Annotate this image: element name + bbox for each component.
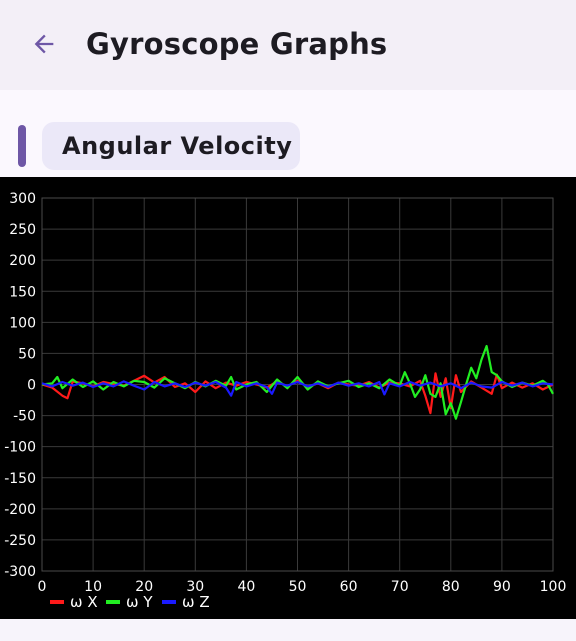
chart-ticks: 0 10 20 30 40 50 60 70 80 90 100 300 250 200 150 100 50 0… (4, 191, 566, 595)
legend-swatch (162, 600, 176, 604)
y-tick-label: 150 (9, 284, 36, 300)
y-tick-label: 200 (9, 253, 36, 269)
x-tick-label: 60 (340, 579, 358, 595)
back-button[interactable] (22, 24, 66, 64)
legend-swatch (106, 600, 120, 604)
y-tick-label: -250 (4, 533, 36, 549)
x-tick-label: 70 (391, 579, 409, 595)
x-tick-label: 50 (289, 579, 307, 595)
y-tick-label: 300 (9, 191, 36, 207)
y-tick-label: -50 (13, 409, 36, 425)
x-tick-label: 40 (237, 579, 255, 595)
page-title: Gyroscope Graphs (86, 27, 388, 61)
y-tick-label: 100 (9, 315, 36, 331)
y-tick-label: -200 (4, 502, 36, 518)
legend-swatch (50, 600, 64, 604)
y-tick-label: 250 (9, 222, 36, 238)
x-tick-label: 80 (442, 579, 460, 595)
x-tick-label: 90 (493, 579, 511, 595)
legend-label: ω Z (182, 593, 210, 611)
section-header-chip: Angular Velocity (42, 122, 300, 170)
legend-label: ω Y (126, 593, 153, 611)
chart-series (41, 344, 554, 420)
y-tick-label: -100 (4, 440, 36, 456)
x-tick-label: 10 (84, 579, 102, 595)
x-tick-label: 20 (135, 579, 153, 595)
y-tick-label: 0 (27, 378, 36, 394)
angular-velocity-chart: 0 10 20 30 40 50 60 70 80 90 100 300 250 200 150 100 50 0… (0, 177, 576, 619)
y-tick-label: -150 (4, 471, 36, 487)
x-tick-label: 30 (186, 579, 204, 595)
y-tick-label: 50 (18, 346, 36, 362)
x-tick-label: 0 (38, 579, 47, 595)
legend-label: ω X (70, 593, 98, 611)
y-tick-label: -300 (4, 564, 36, 580)
arrow-back-icon (34, 34, 54, 54)
chart-svg: 0 10 20 30 40 50 60 70 80 90 100 300 250 200 150 100 50 0… (4, 191, 566, 611)
top-app-bar: Gyroscope Graphs (0, 0, 576, 90)
x-tick-label: 100 (540, 579, 567, 595)
bottom-strip (0, 619, 576, 641)
series-line (41, 344, 554, 420)
series-line (41, 380, 554, 397)
section-title: Angular Velocity (62, 132, 293, 160)
section-accent-bar (18, 125, 26, 167)
